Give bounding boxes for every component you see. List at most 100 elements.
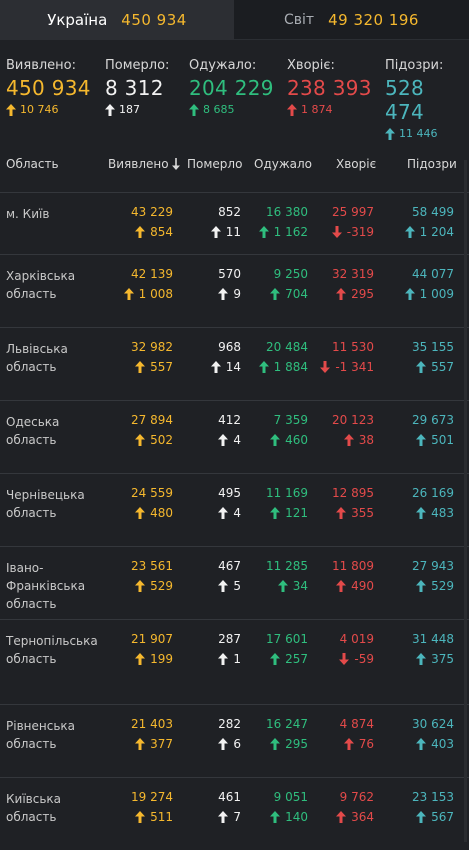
cell-sick: 32 319 295 <box>332 266 374 302</box>
cell-suspected: 27 943 529 <box>412 558 454 594</box>
deaths-value: 467 <box>218 559 241 573</box>
recovered-delta: 1 162 <box>258 224 308 240</box>
cell-recovered: 9 250 704 <box>270 266 308 302</box>
arrow-up-icon <box>385 127 395 140</box>
suspected-value: 29 673 <box>412 413 454 427</box>
summary-delta-value: 11 446 <box>399 127 438 140</box>
region-name: м. Київ <box>6 207 50 221</box>
table-row[interactable]: Чернівецька область 24 559 480 495 4 11 … <box>0 473 469 546</box>
cell-recovered: 16 380 1 162 <box>258 204 308 240</box>
cell-confirmed: 21 907 199 <box>131 631 173 667</box>
sick-value: 12 895 <box>332 486 374 500</box>
arrow-up-icon <box>105 103 115 116</box>
sick-delta-value: 355 <box>351 506 374 520</box>
region-name: Рівненська область <box>6 719 75 751</box>
table-row[interactable]: Харківська область 42 139 1 008 570 9 9 … <box>0 254 469 327</box>
header-deaths[interactable]: Померло <box>187 157 243 171</box>
arrow-up-icon <box>336 580 347 592</box>
arrow-down-icon <box>320 361 331 373</box>
header-confirmed[interactable]: Виявлено <box>108 157 180 171</box>
arrow-up-icon <box>135 738 146 750</box>
recovered-value: 11 285 <box>266 559 308 573</box>
table-row[interactable]: Івано-Франківська область 23 561 529 467… <box>0 546 469 631</box>
table-row[interactable]: м. Київ 43 229 854 852 11 16 380 1 162 2… <box>0 192 469 254</box>
cell-recovered: 7 359 460 <box>270 412 308 448</box>
deaths-delta: 4 <box>218 505 241 521</box>
recovered-value: 16 247 <box>266 717 308 731</box>
confirmed-delta-value: 502 <box>150 433 173 447</box>
arrow-up-icon <box>404 288 415 300</box>
deaths-delta: 11 <box>210 224 241 240</box>
sick-value: 25 997 <box>332 205 374 219</box>
confirmed-delta-value: 377 <box>150 737 173 751</box>
regions-table: Область Виявлено Померло Одужало Хворіє … <box>0 138 469 824</box>
deaths-delta: 9 <box>218 286 241 302</box>
deaths-delta-value: 6 <box>233 737 241 751</box>
confirmed-delta-value: 511 <box>150 810 173 824</box>
arrow-up-icon <box>416 434 427 446</box>
summary-panel: Виявлено: 450 934 10 746 Померло: 8 312 … <box>0 40 469 140</box>
arrow-up-icon <box>416 653 427 665</box>
confirmed-delta: 854 <box>131 224 173 240</box>
deaths-delta-value: 14 <box>225 360 241 374</box>
table-row[interactable]: Львівська область 32 982 557 968 14 20 4… <box>0 327 469 400</box>
suspected-delta-value: 1 009 <box>419 287 454 301</box>
table-row[interactable]: Київська область 19 274 511 461 7 9 051 … <box>0 777 469 850</box>
suspected-delta-value: 529 <box>431 579 454 593</box>
table-row[interactable]: Тернопільська область 21 907 199 287 1 1… <box>0 619 469 692</box>
cell-recovered: 16 247 295 <box>266 716 308 752</box>
cell-suspected: 35 155 557 <box>412 339 454 375</box>
suspected-delta: 529 <box>412 578 454 594</box>
arrow-up-icon <box>336 288 347 300</box>
arrow-up-icon <box>336 811 347 823</box>
cell-confirmed: 32 982 557 <box>131 339 173 375</box>
deaths-value: 968 <box>218 340 241 354</box>
recovered-delta-value: 1 162 <box>273 225 308 239</box>
summary-delta: 10 746 <box>6 103 91 116</box>
summary-delta-value: 10 746 <box>20 103 59 116</box>
table-row[interactable]: Рівненська область 21 403 377 282 6 16 2… <box>0 704 469 777</box>
recovered-delta: 257 <box>266 651 308 667</box>
sick-delta: 295 <box>332 286 374 302</box>
arrow-up-icon <box>123 288 134 300</box>
sick-value: 9 762 <box>339 790 374 804</box>
cell-confirmed: 24 559 480 <box>131 485 173 521</box>
tab-ukraine[interactable]: Україна 450 934 <box>0 0 234 40</box>
cell-deaths: 570 9 <box>218 266 241 302</box>
region-name: Чернівецька область <box>6 488 85 520</box>
summary-confirmed: Виявлено: 450 934 10 746 <box>6 58 91 116</box>
summary-value: 204 229 <box>189 76 274 100</box>
cell-sick: 4 874 76 <box>340 716 374 752</box>
deaths-value: 570 <box>218 267 241 281</box>
confirmed-delta-value: 529 <box>150 579 173 593</box>
summary-delta: 8 685 <box>189 103 274 116</box>
summary-label: Виявлено: <box>6 58 76 73</box>
header-region[interactable]: Область <box>6 157 59 171</box>
suspected-value: 27 943 <box>412 559 454 573</box>
recovered-delta: 121 <box>266 505 308 521</box>
region-name: Львівська область <box>6 342 68 374</box>
header-sick[interactable]: Хворіє <box>336 157 377 171</box>
scrollbar[interactable] <box>464 160 467 842</box>
summary-delta: 1 874 <box>287 103 372 116</box>
recovered-delta-value: 121 <box>285 506 308 520</box>
header-recovered[interactable]: Одужало <box>254 157 313 171</box>
arrow-up-icon <box>270 434 281 446</box>
summary-value: 238 393 <box>287 76 372 100</box>
header-suspected[interactable]: Підозри <box>407 157 457 171</box>
deaths-value: 852 <box>218 205 241 219</box>
table-row[interactable]: Одеська область 27 894 502 412 4 7 359 4… <box>0 400 469 473</box>
arrow-up-icon <box>270 738 281 750</box>
cell-suspected: 30 624 403 <box>412 716 454 752</box>
tab-world[interactable]: Світ 49 320 196 <box>234 0 469 40</box>
deaths-value: 287 <box>218 632 241 646</box>
deaths-delta-value: 9 <box>233 287 241 301</box>
arrow-up-icon <box>416 738 427 750</box>
sick-delta-value: -59 <box>354 652 374 666</box>
cell-recovered: 11 285 34 <box>266 558 308 594</box>
deaths-value: 282 <box>218 717 241 731</box>
summary-delta-value: 8 685 <box>203 103 235 116</box>
suspected-delta: 1 009 <box>404 286 454 302</box>
cell-deaths: 852 11 <box>210 204 241 240</box>
suspected-delta: 567 <box>412 809 454 825</box>
